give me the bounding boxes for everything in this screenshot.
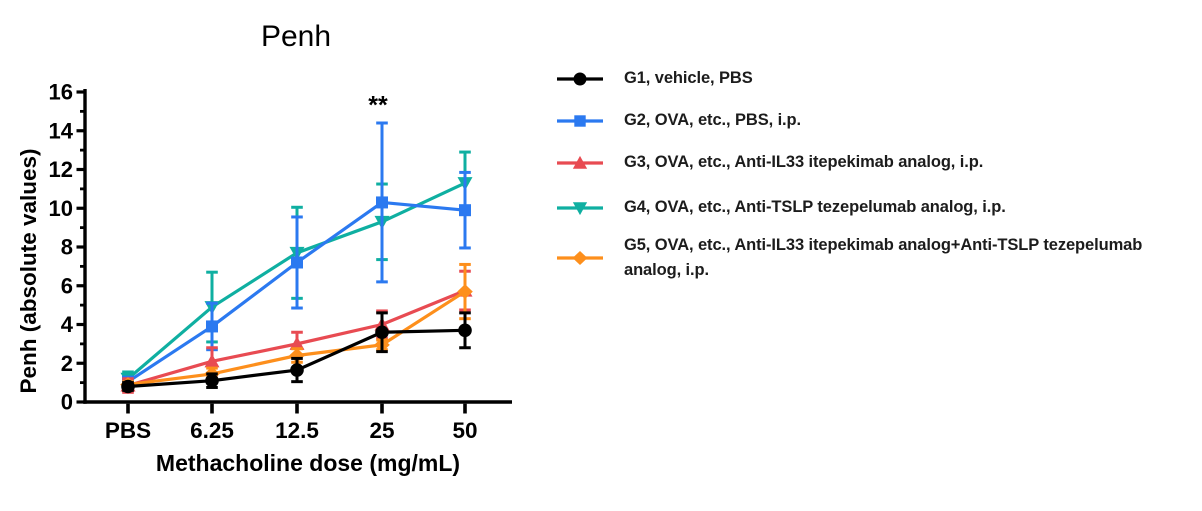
legend-label-g3: G3, OVA, etc., Anti-IL33 itepekimab anal…	[624, 153, 984, 171]
y-tick-label: 2	[61, 351, 73, 376]
legend-item-g2: G2, OVA, etc., PBS, i.p.	[556, 108, 801, 133]
y-tick-label: 4	[61, 312, 74, 337]
x-tick-label: 25	[369, 418, 394, 443]
significance-annotation: **	[368, 92, 388, 120]
legend-item-g4: G4, OVA, etc., Anti-TSLP tezepelumab ana…	[556, 195, 1006, 220]
y-tick-label: 8	[61, 235, 73, 260]
y-tick-label: 16	[49, 80, 73, 105]
y-tick-label: 0	[61, 390, 73, 415]
x-ticks: PBS 6.25 12.5 25 50	[105, 403, 478, 443]
legend-item-g5: G5, OVA, etc., Anti-IL33 itepekimab anal…	[556, 233, 1159, 283]
legend-label-g2: G2, OVA, etc., PBS, i.p.	[624, 111, 802, 129]
legend-label-g4: G4, OVA, etc., Anti-TSLP tezepelumab ana…	[624, 198, 1006, 216]
x-tick-label: 6.25	[190, 418, 234, 443]
legend-label-g1: G1, vehicle, PBS	[624, 69, 753, 87]
x-tick-label: PBS	[105, 418, 151, 443]
x-tick-label: 50	[452, 418, 477, 443]
g1-circle-marker-icon	[557, 72, 603, 85]
series-g1	[121, 311, 472, 394]
legend-label-g5: G5, OVA, etc., Anti-IL33 itepekimab anal…	[624, 236, 1143, 280]
x-axis-label: Methacholine dose (mg/mL)	[156, 450, 460, 476]
g2-square-marker-icon	[557, 114, 603, 127]
chart-title: Penh	[261, 20, 331, 53]
y-ticks: 0 2 4 6 8 10 12 14 16	[49, 80, 85, 415]
y-tick-label: 14	[49, 118, 74, 143]
g4-triangle-down-marker-icon	[557, 201, 603, 215]
legend-item-g3: G3, OVA, etc., Anti-IL33 itepekimab anal…	[556, 150, 983, 175]
y-axis-label: Penh (absolute values)	[16, 148, 41, 393]
y-tick-label: 6	[61, 273, 73, 298]
legend: G1, vehicle, PBS G2, OVA, etc., PBS, i.p…	[556, 0, 1202, 320]
g5-diamond-marker-icon	[557, 251, 603, 266]
y-tick-label: 12	[49, 157, 73, 182]
x-tick-label: 12.5	[275, 418, 319, 443]
g3-triangle-up-marker-icon	[557, 155, 603, 169]
chart-svg: Penh Penh (absolute values) Methacholine d…	[16, 20, 512, 476]
legend-item-g1: G1, vehicle, PBS	[556, 66, 753, 91]
y-tick-label: 10	[49, 196, 73, 221]
